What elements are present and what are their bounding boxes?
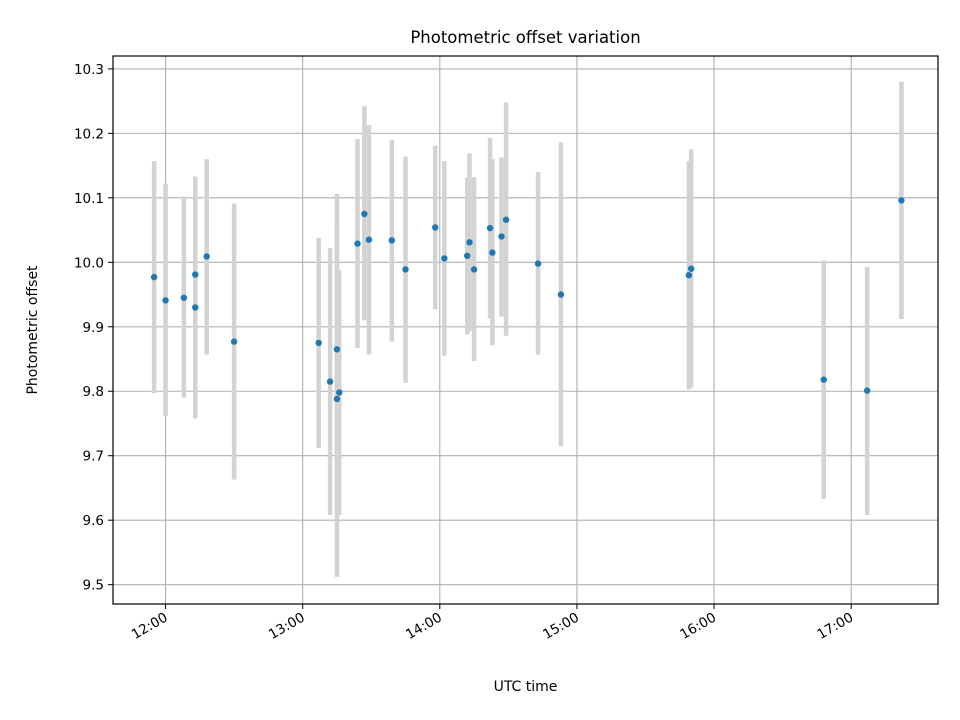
data-point bbox=[333, 346, 341, 353]
x-tick-label: 16:00 bbox=[677, 610, 719, 643]
data-point bbox=[180, 294, 188, 301]
x-tick-label: 12:00 bbox=[129, 610, 171, 643]
data-point bbox=[464, 252, 471, 260]
y-tick-label: 9.5 bbox=[83, 578, 104, 594]
data-point bbox=[502, 216, 510, 223]
data-point bbox=[685, 272, 693, 279]
data-points bbox=[150, 197, 905, 403]
chart-title: Photometric offset variation bbox=[410, 28, 640, 47]
y-axis-label: Photometric offset bbox=[25, 265, 41, 395]
data-point bbox=[820, 376, 827, 383]
data-point bbox=[230, 338, 238, 345]
data-point bbox=[162, 297, 169, 304]
data-point bbox=[333, 395, 341, 403]
data-point bbox=[534, 260, 542, 267]
data-point bbox=[687, 265, 695, 272]
data-point bbox=[365, 236, 373, 243]
data-point bbox=[326, 378, 334, 385]
y-tick-label: 9.9 bbox=[83, 320, 104, 336]
data-point bbox=[192, 271, 199, 278]
data-point bbox=[315, 339, 322, 347]
x-axis-ticks: 12:00 13:00 14:00 15:00 16:00 17:00 bbox=[129, 604, 856, 643]
x-tick-label: 14:00 bbox=[403, 610, 445, 643]
data-point bbox=[336, 389, 343, 396]
data-point bbox=[557, 291, 565, 298]
y-tick-label: 10.2 bbox=[74, 126, 104, 142]
data-point bbox=[898, 197, 905, 204]
y-axis-ticks: 9.5 9.6 9.7 9.8 9.9 10.0 10.1 10.2 10.3 bbox=[74, 62, 113, 594]
x-tick-label: 13:00 bbox=[266, 610, 308, 643]
data-point bbox=[192, 304, 199, 311]
data-point bbox=[354, 240, 361, 247]
y-tick-label: 10.3 bbox=[74, 62, 104, 78]
y-tick-label: 10.1 bbox=[74, 191, 104, 207]
y-tick-label: 10.0 bbox=[74, 255, 104, 271]
axes-frame bbox=[112, 55, 939, 605]
data-point bbox=[470, 266, 478, 273]
data-point bbox=[150, 273, 158, 281]
x-tick-label: 17:00 bbox=[814, 610, 856, 643]
data-point bbox=[432, 224, 439, 231]
x-axis-label: UTC time bbox=[494, 679, 558, 695]
error-bars bbox=[151, 81, 904, 577]
data-point bbox=[203, 253, 210, 260]
data-point bbox=[441, 255, 448, 262]
grid-lines bbox=[113, 56, 938, 604]
data-point bbox=[388, 237, 396, 244]
data-point bbox=[486, 224, 494, 232]
y-tick-label: 9.7 bbox=[83, 449, 104, 465]
data-point bbox=[489, 249, 496, 256]
y-tick-label: 9.8 bbox=[83, 384, 104, 400]
x-tick-label: 15:00 bbox=[540, 610, 582, 643]
data-point bbox=[402, 266, 409, 273]
data-point bbox=[466, 239, 473, 246]
y-tick-label: 9.6 bbox=[83, 513, 104, 529]
data-point bbox=[498, 233, 505, 240]
data-point bbox=[361, 210, 368, 218]
data-point bbox=[863, 387, 871, 394]
